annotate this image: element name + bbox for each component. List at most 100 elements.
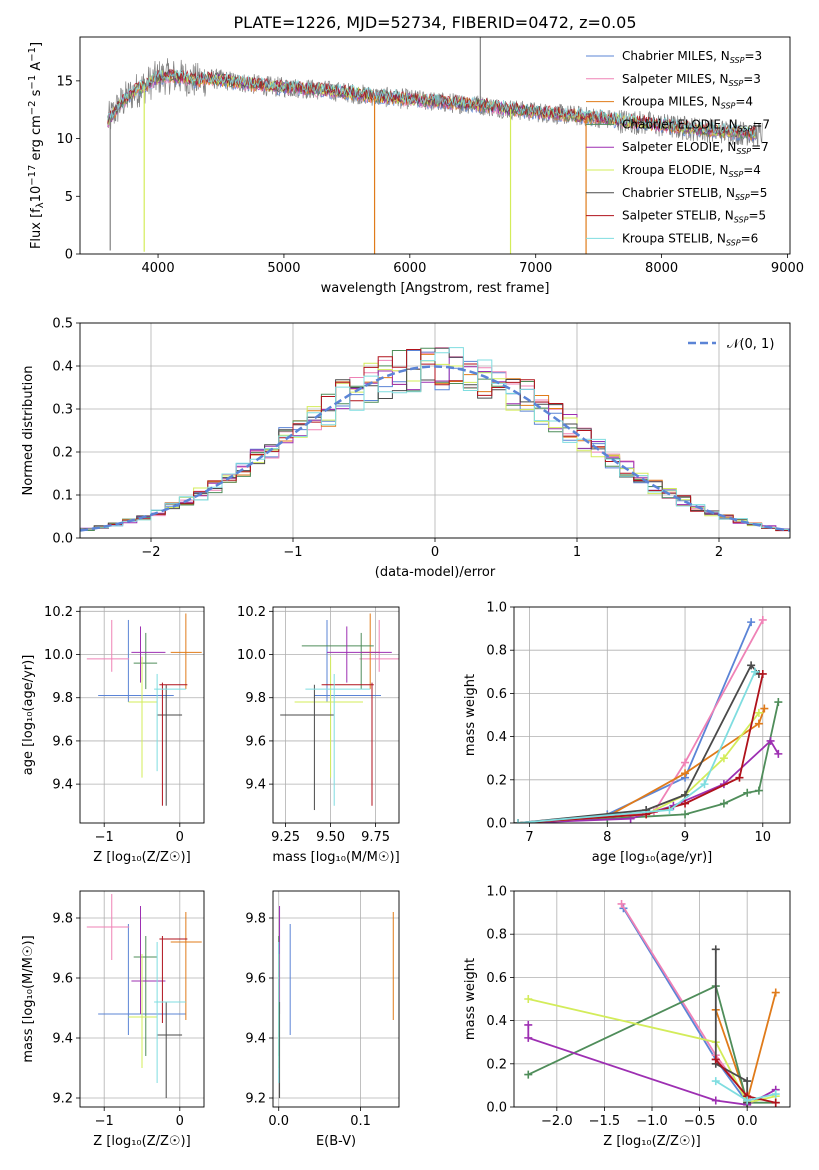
y-tick-label: 9.4 bbox=[245, 778, 266, 793]
errorbar-salpeter-elodie bbox=[131, 906, 166, 1014]
errorbar-salpeter-miles bbox=[359, 619, 399, 672]
x-tick-label: 10 bbox=[755, 830, 772, 845]
normal-reference-curve bbox=[80, 365, 790, 532]
y-tick-label: 1.0 bbox=[486, 885, 507, 900]
errorbar-chabrier-stelib bbox=[157, 1002, 183, 1098]
y-axis-label: age [log₁₀(age/yr)] bbox=[21, 655, 36, 776]
sfh-line-salpeter-elodie bbox=[517, 739, 780, 823]
y-axis-label: mass [log₁₀(M/M☉)] bbox=[21, 935, 36, 1062]
y-tick-label: 0.2 bbox=[486, 1057, 507, 1072]
axes-frame bbox=[513, 606, 791, 824]
errorbar-chabrier-elodie bbox=[133, 936, 158, 1056]
panel-mass-vs-z: −1 0 9.2 9.4 9.6 9.8 Z [log₁₀(Z/Z☉)] mass [log₁… bbox=[21, 890, 205, 1149]
x-tick-label: 0.1 bbox=[350, 1114, 371, 1129]
sfh-marker-chabrier-stelib bbox=[747, 661, 756, 670]
legend-label-chabrier-stelib: Chabrier STELIB, NSSP=5 bbox=[622, 186, 767, 202]
panel-mass-vs-ebv: 0.0 0.1 9.2 9.4 9.6 9.8 E(B-V) bbox=[245, 890, 400, 1149]
errorbar-kroupa-miles bbox=[170, 912, 202, 1020]
y-tick-label: 9.8 bbox=[245, 912, 266, 927]
errorbar-chabrier-elodie bbox=[133, 632, 158, 690]
sfh-marker-salpeter-miles bbox=[758, 615, 767, 624]
y-tick-label: 9.6 bbox=[52, 734, 73, 749]
axes-frame bbox=[79, 36, 791, 255]
figure-title: PLATE=1226, MJD=52734, FIBERID=0472, z=0… bbox=[233, 13, 636, 32]
sfh-marker-chabrier-stelib bbox=[743, 1077, 752, 1086]
x-axis-label: Z [log₁₀(Z/Z☉)] bbox=[603, 1134, 700, 1149]
x-tick-label: −1 bbox=[95, 830, 114, 845]
sfh-line-kroupa-miles bbox=[517, 708, 766, 823]
legend-label-kroupa-elodie: Kroupa ELODIE, NSSP=4 bbox=[622, 163, 761, 179]
model-spectrum-kroupa-stelib bbox=[107, 69, 756, 139]
errorbar-kroupa-miles bbox=[170, 613, 202, 690]
y-tick-label: 0.2 bbox=[486, 773, 507, 788]
model-spectrum-salpeter-stelib bbox=[107, 68, 756, 137]
sfh-marker-salpeter-elodie bbox=[774, 749, 783, 758]
errorbar-salpeter-stelib bbox=[159, 682, 188, 806]
y-tick-label: 10.0 bbox=[44, 648, 73, 663]
y-tick-label: 0.8 bbox=[486, 644, 507, 659]
sfh-marker-chabrier-stelib bbox=[711, 945, 720, 954]
legend: Chabrier MILES, NSSP=3 Salpeter MILES, NS… bbox=[586, 49, 770, 247]
y-axis-label: Flux [fλ10−17 erg cm−2 s−1 A−1] bbox=[27, 42, 46, 249]
axes-frame bbox=[79, 890, 205, 1108]
sfh-marker-kroupa-stelib bbox=[771, 1090, 780, 1099]
y-tick-label: 10.0 bbox=[237, 648, 266, 663]
sfh-marker-salpeter-miles bbox=[681, 758, 690, 767]
x-axis-label: wavelength [Angstrom, rest frame] bbox=[321, 281, 550, 296]
sfh-marker-chabrier-elodie bbox=[743, 788, 752, 797]
plot-area bbox=[278, 906, 394, 1098]
errorbar-salpeter-stelib bbox=[159, 936, 188, 1023]
y-tick-label: 0.3 bbox=[52, 403, 73, 418]
sfh-marker-kroupa-elodie bbox=[524, 995, 533, 1003]
panel-age-vs-z: −1 0 9.4 9.6 9.8 10.0 10.2 Z [log₁₀(Z/Z☉)] age [… bbox=[21, 605, 205, 865]
y-tick-label: 9.8 bbox=[52, 912, 73, 927]
sfh-marker-chabrier-elodie bbox=[774, 698, 783, 707]
sfh-line-kroupa-elodie bbox=[517, 712, 760, 823]
x-tick-label: −1 bbox=[95, 1114, 114, 1129]
chart-panels: 4000 5000 6000 7000 8000 9000051015wavelength… bbox=[21, 36, 804, 1149]
errorbar-chabrier-miles bbox=[98, 619, 174, 703]
errorbar-kroupa-elodie bbox=[128, 954, 158, 1068]
grid bbox=[514, 890, 790, 1108]
y-tick-label: 9.2 bbox=[245, 1092, 266, 1107]
legend-label-kroupa-stelib: Kroupa STELIB, NSSP=6 bbox=[622, 231, 758, 247]
errorbar-kroupa-stelib bbox=[305, 673, 371, 806]
x-axis-label: (data-model)/error bbox=[375, 565, 496, 580]
legend: 𝒩(0, 1) bbox=[688, 337, 774, 352]
errorbar-salpeter-stelib bbox=[321, 682, 374, 806]
y-tick-label: 1.0 bbox=[486, 601, 507, 616]
errorbar-salpeter-miles bbox=[86, 894, 130, 960]
x-tick-label: 0 bbox=[176, 830, 184, 845]
grid bbox=[273, 891, 399, 1107]
errorbar-chabrier-elodie bbox=[301, 632, 374, 690]
x-tick-label: 0 bbox=[176, 1114, 184, 1129]
plot-area bbox=[524, 899, 780, 1107]
legend-label-chabrier-miles: Chabrier MILES, NSSP=3 bbox=[622, 49, 762, 65]
y-tick-label: 0.4 bbox=[486, 730, 507, 745]
sfh-marker-salpeter-stelib bbox=[711, 1055, 720, 1064]
y-tick-label: 9.6 bbox=[52, 972, 73, 987]
sfh-marker-chabrier-miles bbox=[747, 618, 756, 627]
sfh-marker-salpeter-stelib bbox=[681, 799, 690, 808]
sfh-marker-kroupa-stelib bbox=[743, 1096, 752, 1105]
sfh-marker-salpeter-stelib bbox=[771, 1098, 780, 1107]
errorbar-kroupa-stelib bbox=[154, 673, 186, 772]
x-axis-label: mass [log₁₀(M/M☉)] bbox=[272, 850, 399, 865]
x-tick-label: −1.0 bbox=[636, 1114, 668, 1129]
sfh-marker-chabrier-elodie bbox=[719, 799, 728, 808]
errorbar-kroupa-miles bbox=[361, 613, 380, 690]
y-tick-label: 9.2 bbox=[52, 1092, 73, 1107]
sfh-marker-kroupa-stelib bbox=[514, 819, 522, 823]
y-tick-label: 0 bbox=[65, 248, 73, 263]
sfh-line-chabrier-stelib bbox=[714, 949, 749, 1103]
sfh-marker-chabrier-elodie bbox=[524, 1070, 533, 1079]
legend-label-salpeter-stelib: Salpeter STELIB, NSSP=5 bbox=[622, 209, 766, 225]
axes-frame bbox=[272, 606, 400, 824]
errorbar-salpeter-miles bbox=[86, 619, 130, 672]
y-tick-label: 9.4 bbox=[52, 1032, 73, 1047]
legend-label-kroupa-miles: Kroupa MILES, NSSP=4 bbox=[622, 95, 753, 111]
x-tick-label: 9.50 bbox=[316, 830, 345, 845]
x-tick-label: 8000 bbox=[645, 261, 678, 276]
y-axis-label: mass weight bbox=[463, 958, 478, 1040]
